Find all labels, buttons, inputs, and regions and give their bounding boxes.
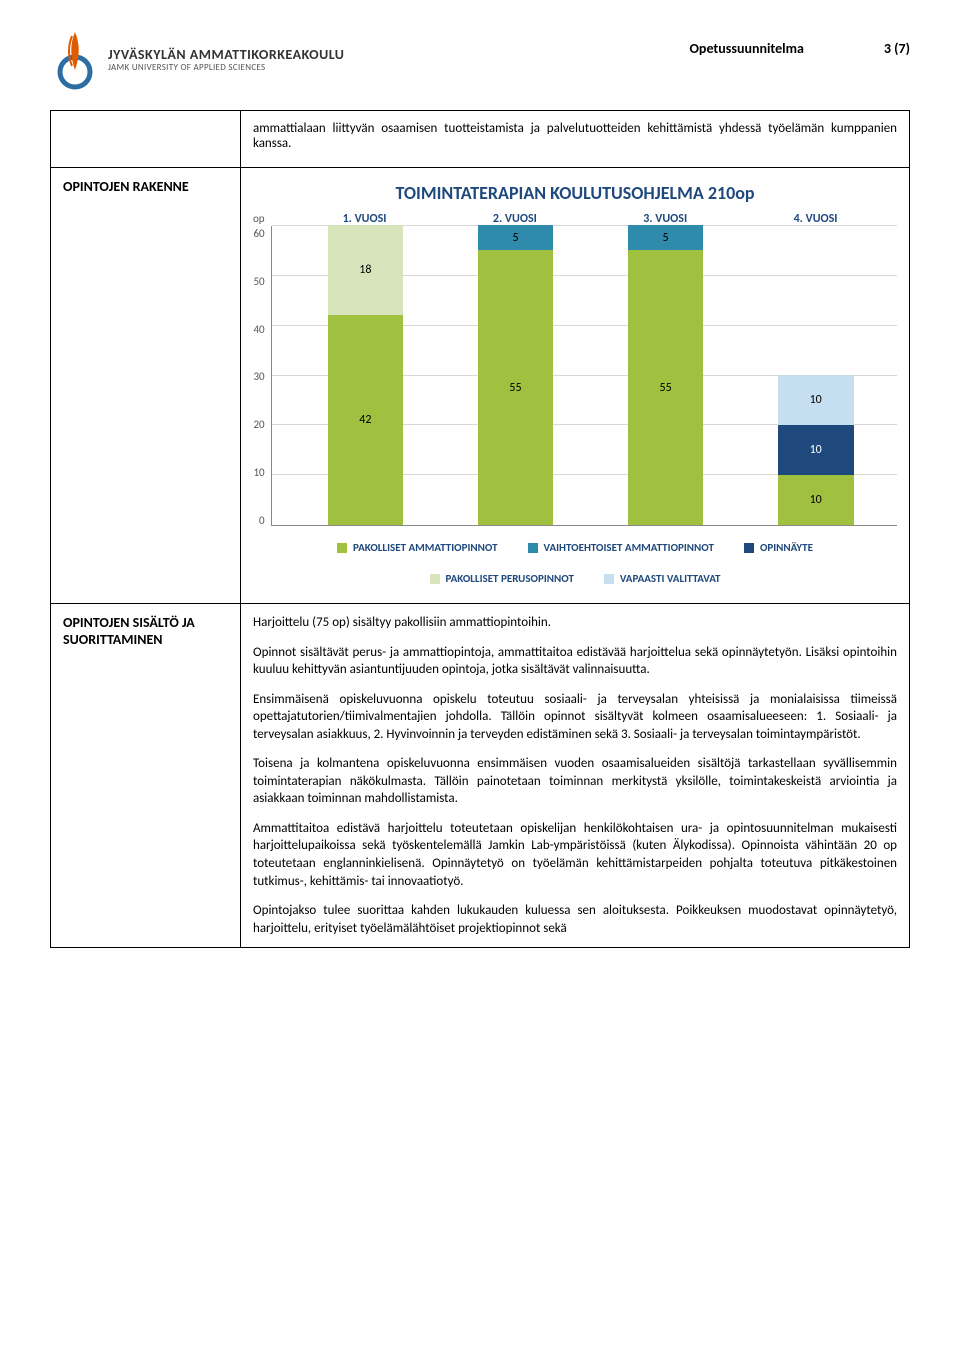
y-axis-unit: op (253, 212, 271, 225)
bar-column: 101010 (747, 226, 885, 525)
bar-segment: 18 (328, 225, 404, 315)
x-axis-label: 1. VUOSI (296, 212, 434, 226)
y-tick-label: 60 (253, 227, 264, 240)
bar-segment: 55 (478, 250, 554, 525)
section-label-sisalto: OPINTOJEN SISÄLTÖ JA SUORITTAMINEN (51, 604, 241, 948)
content-table: ammattialaan liittyvän osaamisen tuottei… (50, 110, 910, 948)
intro-paragraph: ammattialaan liittyvän osaamisen tuottei… (253, 121, 897, 151)
legend-swatch (430, 574, 440, 584)
table-row: ammattialaan liittyvän osaamisen tuottei… (51, 111, 910, 168)
chart-legend: PAKOLLISET AMMATTIOPINNOT VAIHTOEHTOISET … (293, 541, 857, 585)
bar-stack: 555 (628, 225, 704, 525)
body-paragraph: Ensimmäisenä opiskeluvuonna opiskelu tot… (253, 691, 897, 744)
jamk-logo-icon (50, 30, 100, 90)
legend-label: PAKOLLISET AMMATTIOPINNOT (353, 541, 498, 554)
institution-logo-block: JYVÄSKYLÄN AMMATTIKORKEAKOULU JAMK UNIVE… (50, 30, 344, 90)
bar-stack: 4218 (328, 225, 404, 525)
y-tick-label: 30 (253, 370, 264, 383)
bar-segment: 10 (778, 425, 854, 475)
bar-segment: 10 (778, 375, 854, 425)
legend-item: VAPAASTI VALITTAVAT (604, 572, 721, 585)
legend-label: VAIHTOEHTOISET AMMATTIOPINNOT (544, 541, 714, 554)
body-paragraph: Opintojakso tulee suorittaa kahden lukuk… (253, 902, 897, 937)
section-label-rakenne (51, 111, 241, 168)
legend-item: OPINNÄYTE (744, 541, 813, 554)
legend-item: PAKOLLISET AMMATTIOPINNOT (337, 541, 498, 554)
legend-label: OPINNÄYTE (760, 541, 813, 554)
y-tick-label: 50 (253, 275, 264, 288)
bar-segment: 42 (328, 315, 404, 525)
bar-column: 555 (447, 226, 585, 525)
x-axis-label: 3. VUOSI (596, 212, 734, 226)
body-paragraph: Harjoittelu (75 op) sisältyy pakollisiin… (253, 614, 897, 632)
legend-item: PAKOLLISET PERUSOPINNOT (430, 572, 574, 585)
chart-cell: TOIMINTATERAPIAN KOULUTUSOHJELMA 210op o… (241, 168, 910, 604)
legend-swatch (528, 543, 538, 553)
table-row: OPINTOJEN RAKENNE TOIMINTATERAPIAN KOULU… (51, 168, 910, 604)
bar-stack: 101010 (778, 375, 854, 525)
section-content-intro: ammattialaan liittyvän osaamisen tuottei… (241, 111, 910, 168)
body-paragraph: Ammattitaitoa edistävä harjoittelu toteu… (253, 820, 897, 890)
section-content-sisalto: Harjoittelu (75 op) sisältyy pakollisiin… (241, 604, 910, 948)
bar-segment: 5 (478, 225, 554, 250)
institution-name-en: JAMK UNIVERSITY OF APPLIED SCIENCES (108, 63, 344, 73)
chart-title: TOIMINTATERAPIAN KOULUTUSOHJELMA 210op (253, 182, 897, 204)
document-title-block: Opetussuunnitelma 3 (7) (689, 30, 910, 57)
legend-item: VAIHTOEHTOISET AMMATTIOPINNOT (528, 541, 714, 554)
y-tick-label: 20 (253, 418, 264, 431)
body-paragraph: Opinnot sisältävät perus- ja ammattiopin… (253, 644, 897, 679)
section-label-rakenne-cell: OPINTOJEN RAKENNE (51, 168, 241, 604)
chart-plot-area: 4218555555101010 (271, 226, 897, 526)
y-tick-label: 40 (253, 323, 264, 336)
document-title: Opetussuunnitelma (689, 40, 803, 57)
bar-stack: 555 (478, 225, 554, 525)
y-axis: 60 50 40 30 20 10 0 (253, 227, 271, 527)
x-axis-label: 4. VUOSI (747, 212, 885, 226)
y-tick-label: 10 (253, 466, 264, 479)
y-tick-label: 0 (259, 514, 265, 527)
page-number: 3 (7) (884, 40, 910, 57)
x-axis-label: 2. VUOSI (446, 212, 584, 226)
bar-segment: 10 (778, 475, 854, 525)
stacked-bar-chart: TOIMINTATERAPIAN KOULUTUSOHJELMA 210op o… (253, 178, 897, 593)
bar-segment: 55 (628, 250, 704, 525)
bar-column: 555 (597, 226, 735, 525)
legend-swatch (337, 543, 347, 553)
legend-label: PAKOLLISET PERUSOPINNOT (446, 572, 574, 585)
institution-name-fi: JYVÄSKYLÄN AMMATTIKORKEAKOULU (108, 47, 344, 62)
table-row: OPINTOJEN SISÄLTÖ JA SUORITTAMINEN Harjo… (51, 604, 910, 948)
bar-column: 4218 (297, 226, 435, 525)
legend-swatch (744, 543, 754, 553)
legend-label: VAPAASTI VALITTAVAT (620, 572, 721, 585)
body-paragraph: Toisena ja kolmantena opiskeluvuonna ens… (253, 755, 897, 808)
x-axis-top-labels: 1. VUOSI 2. VUOSI 3. VUOSI 4. VUOSI (271, 212, 897, 226)
legend-swatch (604, 574, 614, 584)
page-header: JYVÄSKYLÄN AMMATTIKORKEAKOULU JAMK UNIVE… (50, 30, 910, 90)
bar-segment: 5 (628, 225, 704, 250)
